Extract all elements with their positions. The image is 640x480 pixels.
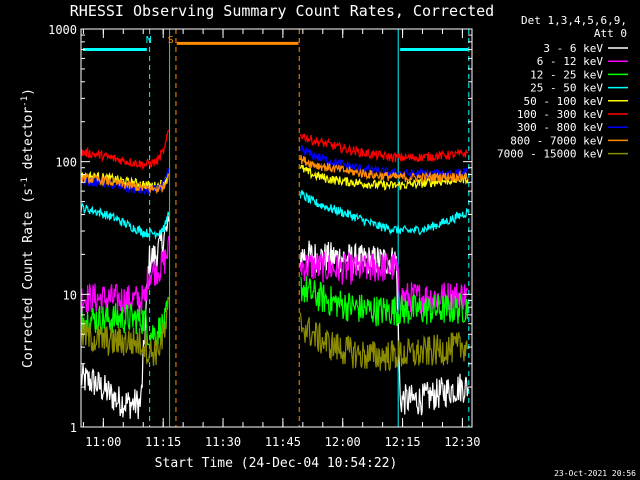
x-tick-label-12:00: 12:00 — [325, 435, 361, 449]
y-tick-label-1: 1 — [70, 421, 77, 435]
legend-label-0: 3 - 6 keV — [543, 42, 603, 55]
legend-label-8: 7000 - 15000 keV — [497, 148, 603, 161]
x-tick-label-11:30: 11:30 — [205, 435, 241, 449]
y-tick-label-1000: 1000 — [48, 23, 77, 37]
chart-title: RHESSI Observing Summary Count Rates, Co… — [70, 2, 494, 20]
series-line-3-segment-1 — [299, 189, 469, 236]
y-axis-label-main: Corrected Count Rate (s — [21, 188, 36, 368]
x-tick-label-11:45: 11:45 — [265, 435, 301, 449]
legend-label-4: 50 - 100 keV — [524, 95, 604, 108]
x-tick-label-12:30: 12:30 — [444, 435, 480, 449]
y-axis-label: Corrected Count Rate (s-1 detector-1) — [20, 88, 36, 368]
series-line-8-segment-1 — [299, 312, 469, 372]
series-line-5-segment-1 — [299, 133, 469, 164]
y-axis-label-end: ) — [21, 88, 36, 96]
y-tick-label-10: 10 — [63, 288, 77, 302]
series-lines — [80, 129, 469, 420]
y-axis-label-sup-2: -1 — [20, 96, 30, 107]
legend-label-3: 25 - 50 keV — [530, 82, 603, 95]
y-tick-label-100: 100 — [55, 156, 77, 170]
series-line-0-segment-1 — [299, 240, 469, 416]
series-line-2-segment-0 — [80, 296, 170, 347]
x-tick-label-12:15: 12:15 — [385, 435, 421, 449]
marker-label-S: S — [168, 35, 174, 46]
generated-timestamp: 23-Oct-2021 20:56 — [554, 469, 636, 478]
series-line-1-segment-1 — [299, 251, 469, 314]
legend-label-6: 300 - 800 keV — [517, 121, 603, 134]
series-line-8-segment-0 — [80, 297, 170, 366]
series-line-2-segment-1 — [300, 276, 469, 327]
x-axis-label: Start Time (24-Dec-04 10:54:22) — [155, 456, 398, 471]
marker-label-N: N — [146, 35, 152, 46]
x-tick-label-11:00: 11:00 — [85, 435, 121, 449]
series-line-7-segment-0 — [80, 172, 170, 195]
y-axis-ticks: 1 10 100 1000 — [48, 23, 472, 435]
series-line-3-segment-0 — [80, 202, 170, 240]
flag-bars — [82, 41, 469, 52]
legend-label-7: 800 - 7000 keV — [510, 134, 603, 147]
series-line-1-segment-0 — [80, 235, 170, 316]
y-axis-label-middle: detector — [21, 107, 36, 178]
x-axis-ticks: 11:00 11:15 11:30 11:45 12:00 12:15 12:30 — [82, 29, 480, 449]
detectors-line-2: Att 0 — [594, 27, 627, 40]
plot-frame — [80, 28, 473, 428]
detectors-line-1: Det 1,3,4,5,6,9, — [521, 14, 627, 27]
series-line-4-segment-1 — [299, 164, 469, 191]
x-tick-label-11:15: 11:15 — [145, 435, 181, 449]
series-line-5-segment-0 — [80, 129, 170, 171]
series-line-7-segment-1 — [299, 154, 469, 184]
legend-label-5: 100 - 300 keV — [517, 108, 603, 121]
legend-label-2: 12 - 25 keV — [530, 68, 603, 81]
legend-label-1: 6 - 12 keV — [537, 55, 604, 68]
y-axis-label-sup-1: -1 — [20, 177, 30, 188]
